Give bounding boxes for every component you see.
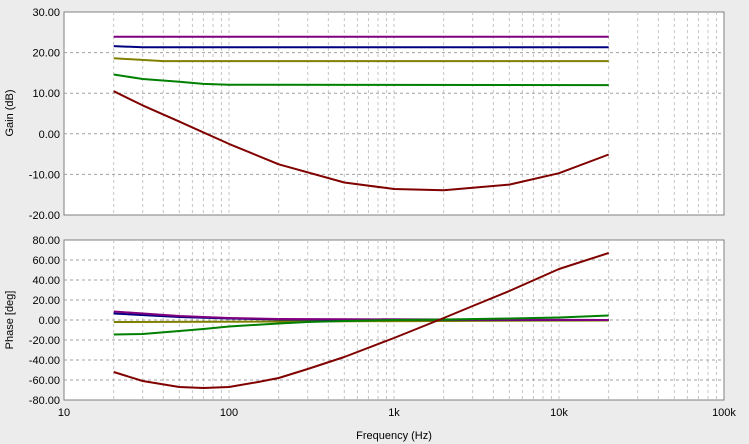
phase-y-tick-label: 40.00 — [32, 275, 60, 287]
gain-y-tick-label: 30.00 — [32, 7, 60, 19]
x-tick-label: 10 — [58, 407, 70, 419]
phase-y-axis-label: Phase [deg] — [4, 291, 16, 350]
phase-y-tick-label: -20.00 — [29, 335, 60, 347]
phase-series-line — [113, 252, 610, 389]
gain-y-tick-label: 10.00 — [32, 88, 60, 100]
phase-y-tick-label: -40.00 — [29, 355, 60, 367]
gain-series-line — [113, 45, 609, 49]
gain-y-tick-label: -10.00 — [29, 169, 60, 181]
gain-series-line — [113, 90, 610, 192]
phase-y-tick-label: 20.00 — [32, 295, 60, 307]
gain-y-tick-label: -20.00 — [29, 210, 60, 222]
phase-series-line — [113, 314, 609, 336]
x-tick-label: 100 — [220, 407, 238, 419]
gain-series-line — [113, 57, 609, 63]
gain-y-tick-label: 0.00 — [39, 129, 60, 141]
phase-y-tick-label: -60.00 — [29, 375, 60, 387]
gain-series-line — [113, 73, 609, 87]
phase-y-tick-label: 60.00 — [32, 255, 60, 267]
x-tick-label: 100k — [712, 407, 736, 419]
x-axis-label: Frequency (Hz) — [356, 430, 432, 442]
x-tick-label: 1k — [388, 407, 400, 419]
gain-y-axis-label: Gain (dB) — [4, 89, 16, 136]
phase-y-tick-label: 0.00 — [39, 315, 60, 327]
x-tick-label: 10k — [550, 407, 568, 419]
phase-y-tick-label: 80.00 — [32, 235, 60, 247]
phase-y-tick-label: -80.00 — [29, 395, 60, 407]
gain-y-tick-label: 20.00 — [32, 48, 60, 60]
